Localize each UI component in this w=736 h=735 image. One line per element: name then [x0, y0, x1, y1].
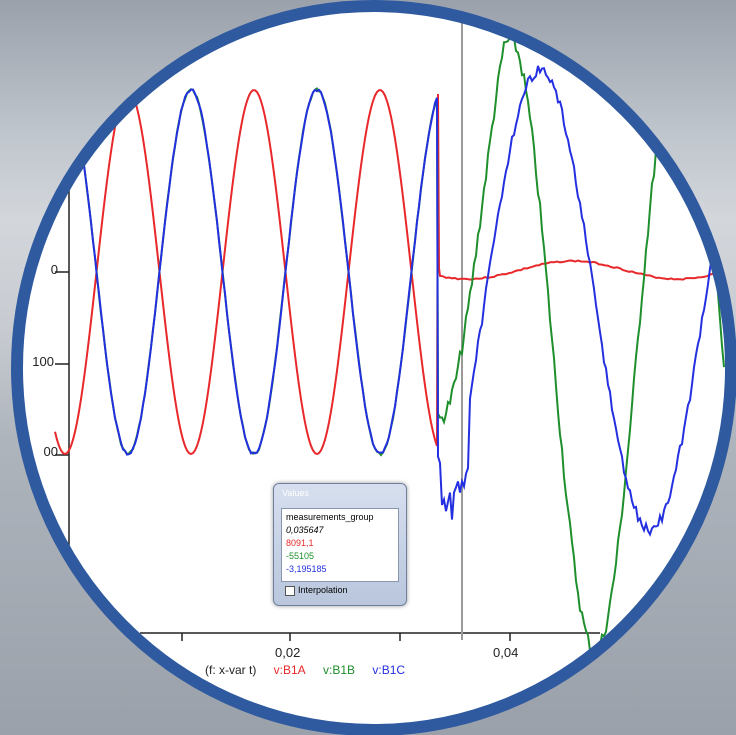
- y-tick-label-0: 0: [50, 262, 58, 277]
- value-b1b: -55105: [286, 551, 315, 561]
- y-tick-label-minus: 00: [43, 444, 58, 459]
- values-header: measurements_group: [286, 512, 374, 522]
- x-tick-label-002: 0,02: [275, 645, 301, 660]
- interpolation-toggle[interactable]: Interpolation: [285, 585, 348, 596]
- interpolation-label: Interpolation: [298, 585, 348, 595]
- y-tick-label-100: 100: [32, 354, 54, 369]
- waveform-plot: [54, 1, 726, 656]
- legend-item-b1a: v:B1A: [273, 663, 306, 677]
- series-line-vb1c: [54, 65, 725, 537]
- legend-item-b1c: v:B1C: [372, 663, 406, 677]
- value-b1a: 8091,1: [286, 538, 314, 548]
- magnifier-lens: [12, 1, 736, 735]
- values-window[interactable]: Values measurements_group 0,035647 8091,…: [273, 483, 407, 606]
- values-list: measurements_group 0,035647 8091,1 -5510…: [281, 508, 399, 582]
- legend-prefix: (f: x-var t): [205, 663, 257, 677]
- chart-legend: (f: x-var t) v:B1A v:B1B v:B1C: [205, 663, 419, 677]
- x-tick-label-004: 0,04: [493, 645, 519, 660]
- value-time: 0,035647: [286, 525, 324, 535]
- legend-item-b1b: v:B1B: [323, 663, 356, 677]
- values-window-title: Values: [282, 488, 309, 498]
- interpolation-checkbox[interactable]: [285, 585, 295, 596]
- series-line-vb1a: [54, 89, 726, 456]
- value-b1c: -3,195185: [286, 564, 327, 574]
